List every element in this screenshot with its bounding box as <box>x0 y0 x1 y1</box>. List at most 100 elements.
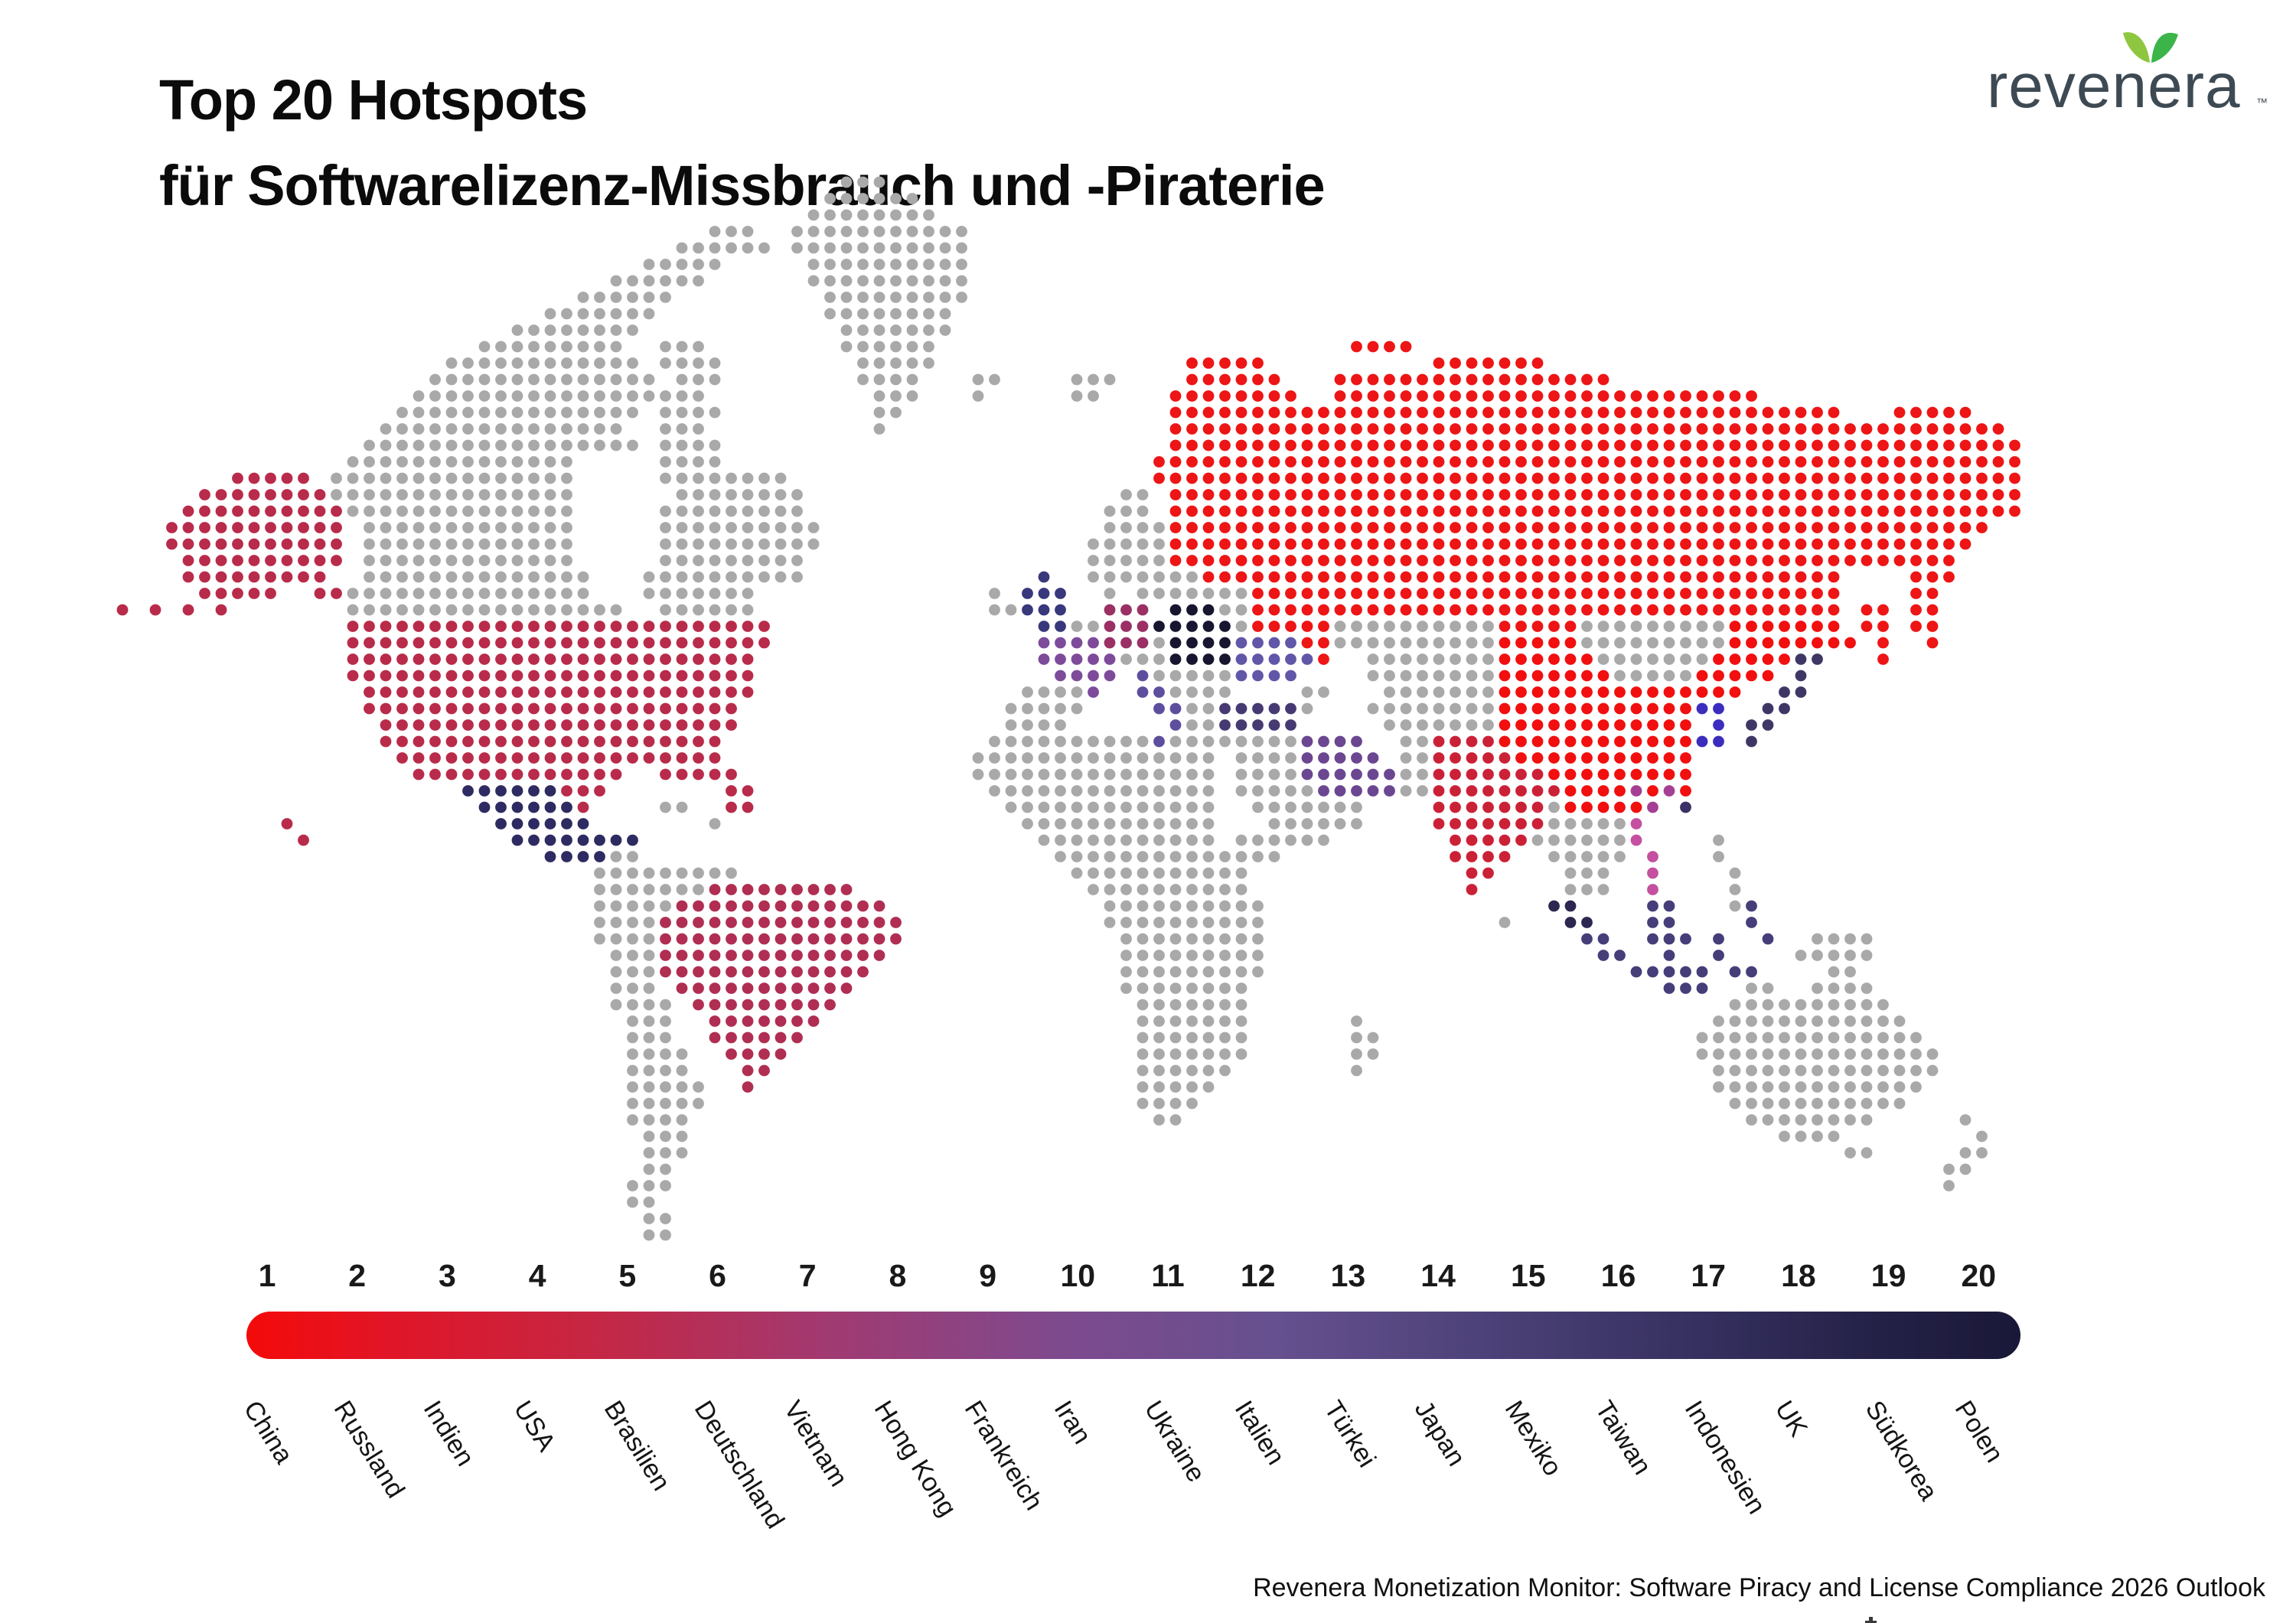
map-dot-unranked-gray <box>775 522 787 533</box>
map-dot-Russland <box>1828 538 1840 550</box>
map-dot-unranked-gray <box>528 472 540 484</box>
map-dot-unranked-gray <box>1088 555 1099 566</box>
map-dot-unranked-gray <box>544 604 556 616</box>
map-dot-unranked-gray <box>1729 1097 1741 1110</box>
map-dot-unranked-gray <box>627 373 638 386</box>
map-dot-Russland <box>1252 406 1264 419</box>
map-dot-Russland <box>1729 555 1741 566</box>
map-dot-unranked-gray <box>807 242 820 254</box>
map-dot-Russland <box>1285 571 1296 583</box>
map-dot-Brasilien <box>726 933 737 945</box>
map-dot-Italien <box>1153 702 1165 715</box>
map-dot-Russland <box>1779 538 1790 550</box>
map-dot-Russland <box>1433 357 1445 369</box>
map-dot-unranked-gray <box>1202 851 1215 862</box>
map-dot-unranked-gray <box>627 851 638 862</box>
map-dot-unranked-gray <box>561 472 572 484</box>
map-dot-unranked-gray <box>1137 884 1149 895</box>
map-dot-Brasilien <box>742 999 754 1011</box>
map-dot-unranked-gray <box>561 324 572 336</box>
map-dot-Russland <box>1450 390 1461 402</box>
map-dot-unranked-gray <box>923 259 934 270</box>
map-dot-Mexiko <box>561 818 572 829</box>
map-dot-Brasilien <box>857 950 869 961</box>
map-dot-Mexiko <box>561 834 572 846</box>
map-dot-China <box>1663 752 1675 764</box>
map-dot-Russland <box>1450 456 1461 468</box>
map-dot-Brasilien <box>726 917 737 928</box>
map-dot-unranked-gray <box>462 423 474 435</box>
map-dot-unranked-gray <box>1153 588 1165 599</box>
map-dot-unranked-gray <box>1351 818 1362 829</box>
map-dot-Indonesien <box>1663 933 1675 945</box>
map-dot-Brasilien <box>857 966 869 978</box>
map-dot-Russland <box>1367 390 1379 402</box>
map-dot-unranked-gray <box>1367 702 1379 715</box>
map-dot-Iran <box>1351 735 1362 748</box>
map-dot-unranked-gray <box>660 505 671 517</box>
map-dot-USA <box>544 768 556 781</box>
map-dot-Russland <box>1581 555 1593 566</box>
map-dot-USA <box>314 505 326 517</box>
map-dot-USA <box>413 702 425 715</box>
map-dot-Russland <box>1384 439 1395 451</box>
map-dot-unranked-gray <box>445 505 458 517</box>
map-dot-unranked-gray <box>577 604 589 616</box>
map-dot-unranked-gray <box>1795 1015 1807 1027</box>
map-dot-unranked-gray <box>1088 851 1099 862</box>
map-dot-Mexiko <box>511 785 523 797</box>
map-dot-unranked-gray <box>643 950 655 961</box>
map-dot-unranked-gray <box>1713 1064 1724 1077</box>
map-dot-unranked-gray <box>413 505 425 517</box>
map-dot-unranked-gray <box>561 308 572 320</box>
map-dot-Russland <box>1186 555 1198 566</box>
map-dot-unranked-gray <box>1828 1081 1840 1093</box>
map-dot-Russland <box>1614 588 1626 599</box>
map-dot-unranked-gray <box>1235 621 1247 632</box>
map-dot-Russland <box>1746 472 1757 484</box>
map-dot-Russland <box>1663 538 1675 550</box>
map-dot-Russland <box>1746 505 1757 517</box>
map-dot-USA <box>594 686 605 698</box>
map-dot-Russland <box>1186 472 1198 484</box>
map-dot-unranked-gray <box>857 209 869 221</box>
map-dot-Russland <box>1597 538 1609 550</box>
map-dot-unranked-gray <box>676 801 688 813</box>
map-dot-Russland <box>1285 555 1296 566</box>
map-dot-Russland <box>1663 489 1675 500</box>
map-dot-Russland <box>1795 505 1807 517</box>
map-dot-unranked-gray <box>1005 719 1017 731</box>
map-dot-unranked-gray <box>1088 884 1099 895</box>
map-dot-China <box>1564 752 1577 764</box>
map-dot-unranked-gray <box>445 489 458 500</box>
map-dot-unranked-gray <box>709 522 721 533</box>
map-dot-unranked-gray <box>528 373 540 386</box>
map-dot-Russland <box>1548 505 1560 517</box>
map-dot-unranked-gray <box>1169 735 1182 748</box>
map-dot-Russland <box>1482 505 1494 517</box>
map-dot-USA <box>478 719 491 731</box>
map-dot-China <box>1515 637 1527 649</box>
map-dot-unranked-gray <box>594 439 605 451</box>
map-dot-Russland <box>1202 571 1215 583</box>
map-dot-unranked-gray <box>906 357 918 369</box>
map-dot-Mexiko <box>511 834 523 846</box>
map-dot-Russland <box>1499 373 1511 386</box>
map-dot-Brasilien <box>873 917 885 928</box>
map-dot-unranked-gray <box>1186 702 1198 715</box>
map-dot-unranked-gray <box>1169 1031 1182 1044</box>
map-dot-USA <box>248 571 260 583</box>
map-dot-China <box>1713 653 1724 665</box>
map-dot-USA <box>726 768 737 781</box>
map-dot-Russland <box>1630 439 1642 451</box>
map-dot-Russland <box>1384 555 1395 566</box>
map-dot-Russland <box>1285 406 1296 419</box>
map-dot-Russland <box>1252 423 1264 435</box>
map-dot-Vietnam <box>1647 851 1658 862</box>
map-dot-unranked-gray <box>1252 966 1264 978</box>
map-dot-Russland <box>1959 505 1971 517</box>
map-dot-unranked-gray <box>1219 900 1231 912</box>
map-dot-unranked-gray <box>1828 933 1840 945</box>
map-dot-USA <box>429 719 441 731</box>
map-dot-Russland <box>1334 571 1346 583</box>
